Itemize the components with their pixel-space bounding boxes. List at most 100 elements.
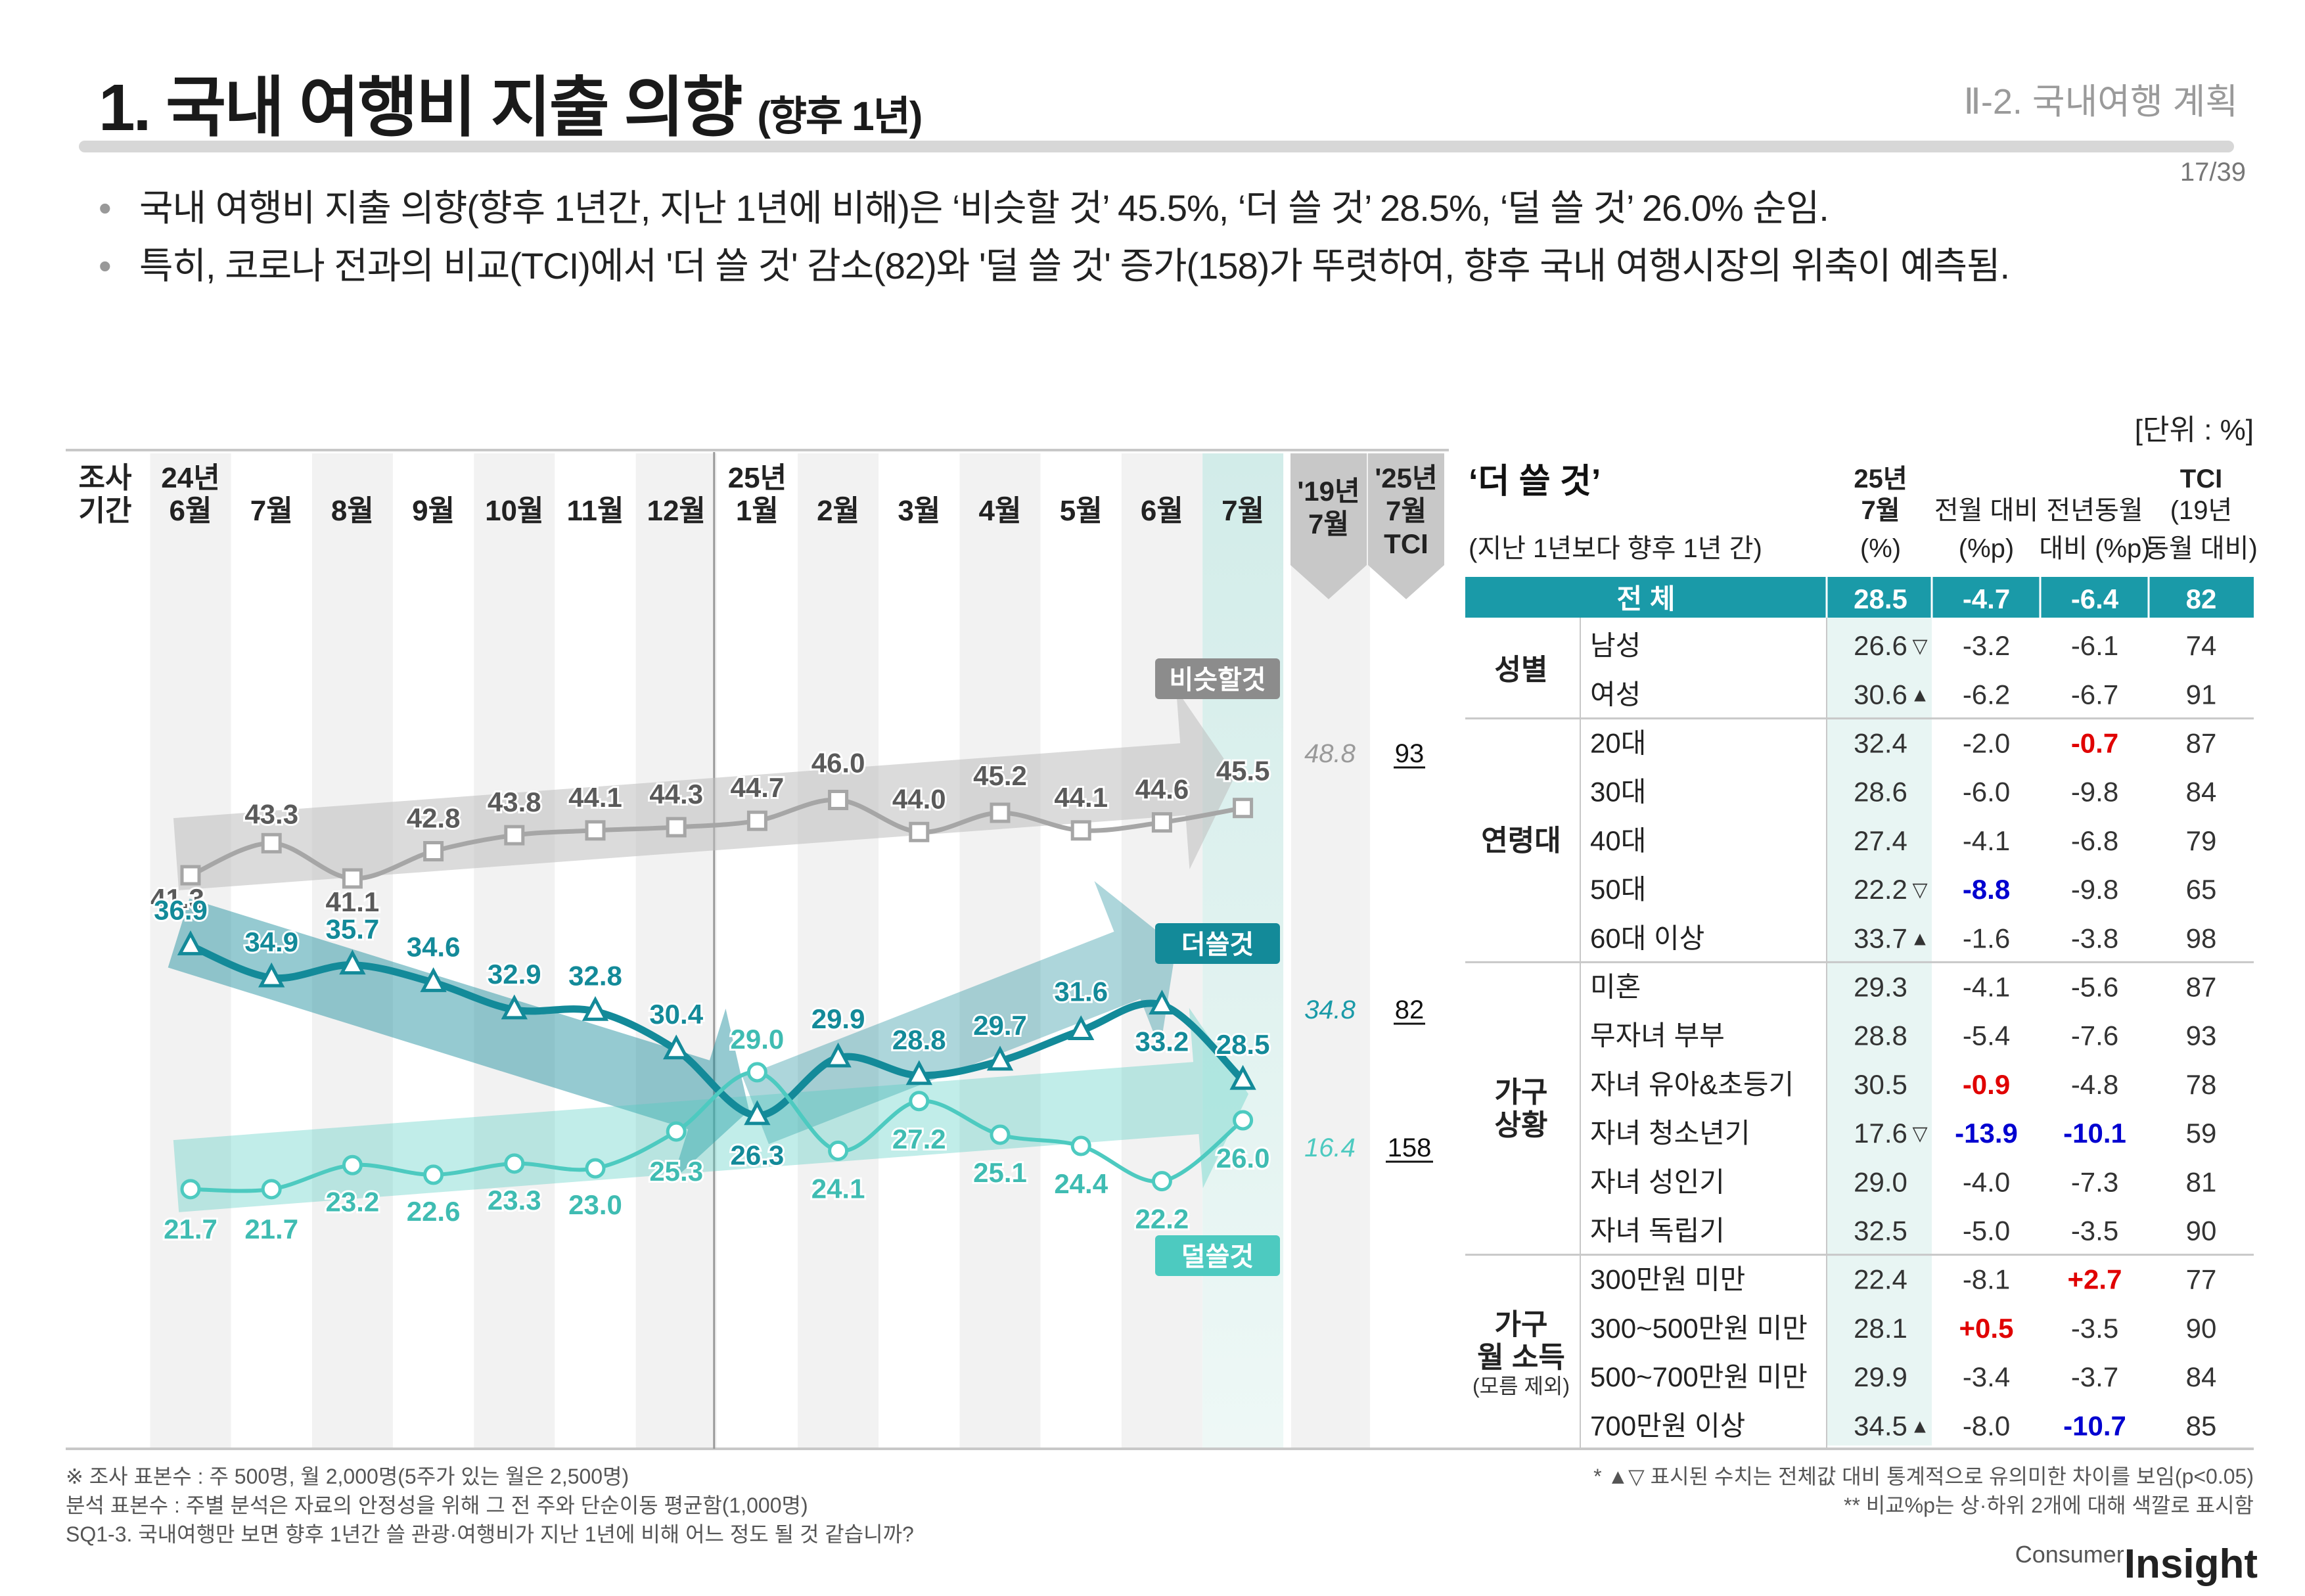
table-yoy: -3.5 — [2071, 1216, 2118, 1246]
table-mom: -4.0 — [1963, 1166, 2010, 1197]
table-group-note: (모름 제외) — [1472, 1375, 1570, 1398]
data-label: 45.5 — [1216, 756, 1270, 787]
data-point-more — [177, 930, 204, 955]
table-row-label: 60대 이상 — [1590, 923, 1704, 953]
total-row-value: -4.7 — [1963, 583, 2010, 614]
table-value: 26.6 — [1854, 630, 1907, 661]
section-label: Ⅱ-2. 국내여행 계획 — [1963, 82, 2238, 122]
data-point-more — [420, 967, 447, 992]
total-row-label: 전 체 — [1617, 583, 1676, 614]
month-column-bg — [798, 453, 879, 1449]
table-yoy: -3.7 — [2071, 1361, 2118, 1392]
x-tick-label: 7월 — [250, 495, 293, 527]
month-column-bg — [393, 453, 474, 1449]
table-yoy: -5.6 — [2071, 972, 2118, 1003]
data-label: 29.0 — [731, 1024, 785, 1055]
table-row-label: 700만원 이상 — [1590, 1410, 1745, 1441]
table-mom: -13.9 — [1955, 1118, 2018, 1149]
total-row-value: 28.5 — [1854, 583, 1907, 614]
table-yoy: -3.8 — [2071, 923, 2118, 953]
legend-tag-label: 비슷할것 — [1169, 666, 1266, 695]
trend-arrow-less — [173, 1008, 1248, 1212]
data-point-more — [582, 995, 609, 1021]
data-label: 32.9 — [488, 959, 541, 990]
data-point-similar — [990, 802, 1011, 823]
table-tci: 98 — [2186, 923, 2217, 953]
data-label: 44.6 — [1135, 774, 1189, 805]
data-label: 32.8 — [568, 960, 622, 991]
table-yoy: -7.3 — [2071, 1166, 2118, 1197]
table-row-label: 여성 — [1590, 679, 1641, 710]
data-point-more — [339, 949, 366, 975]
table-tci: 59 — [2186, 1118, 2217, 1149]
data-point-more — [744, 1100, 771, 1126]
data-point-similar — [1070, 820, 1091, 841]
page-title: 1. 국내 여행비 지출 의향 (향후 1년) — [99, 71, 923, 145]
table-mom: -5.0 — [1963, 1216, 2010, 1246]
table-column-header: 전월 대비 — [1934, 496, 2038, 525]
table-mom: -6.0 — [1963, 777, 2010, 808]
table-tci: 81 — [2186, 1166, 2217, 1197]
legend-tag-label: 더쓸것 — [1181, 930, 1254, 959]
data-label: 34.6 — [407, 931, 461, 962]
page-number: 17/39 — [2179, 158, 2246, 187]
table-value: 28.1 — [1854, 1313, 1907, 1344]
table-row-label: 미혼 — [1590, 972, 1641, 1003]
table-row-label: 300만원 미만 — [1590, 1264, 1745, 1295]
table-value: 30.5 — [1854, 1069, 1907, 1100]
table-yoy: -0.7 — [2071, 728, 2118, 759]
data-label: 23.3 — [488, 1185, 541, 1216]
table-row-label: 남성 — [1590, 630, 1641, 661]
month-column-bg — [635, 453, 717, 1449]
brand-logo: ConsumerInsight — [2015, 1541, 2258, 1587]
table-mom: -4.1 — [1963, 972, 2010, 1003]
total-row-value: -6.4 — [2071, 583, 2119, 614]
data-label: 46.0 — [811, 748, 865, 779]
table-value: 29.3 — [1854, 972, 1907, 1003]
table-row-label: 500~700만원 미만 — [1590, 1361, 1808, 1392]
table-column-header: (%) — [1860, 534, 1901, 563]
table-row-label: 무자녀 부부 — [1590, 1020, 1725, 1051]
data-label: 44.0 — [892, 783, 946, 814]
data-label: 33.2 — [1135, 1026, 1189, 1057]
table-value: 28.6 — [1854, 777, 1907, 808]
table-mom: -6.2 — [1963, 679, 2010, 710]
data-label: 44.7 — [731, 772, 785, 803]
table-subtitle: (지난 1년보다 향후 1년 간) — [1469, 534, 1762, 563]
x-tick-label: 9월 — [412, 495, 455, 527]
table-value: 29.9 — [1854, 1361, 1907, 1392]
data-label: 43.8 — [488, 787, 541, 817]
table-mom: -8.8 — [1963, 874, 2010, 905]
table-group-label: 가구 — [1495, 1076, 1548, 1108]
table-mom: -5.4 — [1963, 1020, 2010, 1051]
data-point-more — [1229, 1064, 1256, 1090]
x-tick-label: 1월 — [736, 495, 779, 527]
tci-header: '25년 — [1375, 463, 1437, 493]
data-point-less — [180, 1179, 201, 1200]
ref-2019-value: 16.4 — [1304, 1133, 1356, 1162]
table-row-label: 자녀 독립기 — [1590, 1216, 1725, 1246]
x-tick-label: 24년 — [161, 462, 219, 494]
data-point-less — [666, 1121, 687, 1142]
table-mom: -3.2 — [1963, 630, 2010, 661]
significance-mark: ▲ — [1910, 684, 1930, 706]
data-label: 30.4 — [649, 999, 703, 1030]
data-label: 21.7 — [244, 1214, 298, 1244]
unit-label: [단위 : %] — [2134, 414, 2254, 446]
data-label: 28.8 — [892, 1024, 946, 1055]
table-column-header: (19년 — [2170, 496, 2233, 525]
trend-arrow-more-up — [742, 881, 1176, 1145]
table-mom: -8.1 — [1963, 1264, 2010, 1295]
table-mom: -0.9 — [1963, 1069, 2010, 1100]
table-column-header: 동월 대비) — [2145, 534, 2258, 563]
data-label: 44.3 — [649, 779, 703, 809]
data-label: 36.9 — [154, 894, 208, 925]
x-tick-label: 12월 — [647, 495, 705, 527]
table-yoy: -10.1 — [2063, 1118, 2126, 1149]
data-point-similar — [1151, 812, 1172, 833]
data-label: 26.0 — [1216, 1143, 1270, 1174]
table-tci: 84 — [2186, 777, 2217, 808]
table-yoy: -6.1 — [2071, 630, 2118, 661]
